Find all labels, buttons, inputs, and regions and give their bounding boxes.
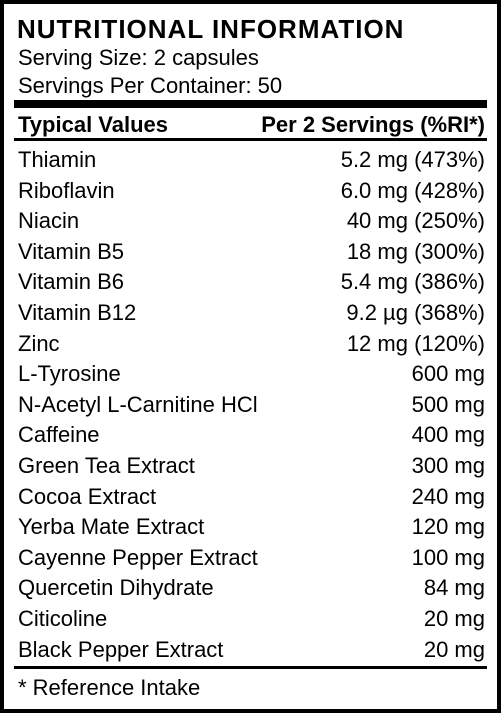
nutrient-amount: 120 mg: [411, 514, 485, 540]
divider: [14, 138, 487, 141]
nutrient-name: Cayenne Pepper Extract: [18, 544, 258, 570]
nutrient-amount: 5.4 mg (386%): [340, 269, 485, 295]
divider: [14, 666, 487, 669]
nutrient-amount: 12 mg (120%): [346, 330, 485, 356]
nutrient-amount: 9.2 µg (368%): [346, 300, 485, 325]
nutrient-amount: 6.0 mg (428%): [340, 177, 485, 203]
nutrient-name: Quercetin Dihydrate: [18, 575, 214, 601]
footnote: * Reference Intake: [18, 675, 201, 700]
nutrient-amount: 20 mg: [423, 606, 485, 631]
nutrient-name: Caffeine: [18, 422, 100, 448]
nutrient-name: Black Pepper Extract: [18, 636, 224, 662]
nutrient-name: Vitamin B12: [18, 300, 137, 325]
column-header: Typical Values: [18, 112, 169, 137]
servings-per-container: Servings Per Container: 50: [18, 73, 283, 98]
column-header: Per 2 Servings (%RI*): [261, 112, 485, 137]
nutrient-amount: 18 mg (300%): [346, 238, 485, 264]
serving-size: Serving Size: 2 capsules: [18, 45, 259, 70]
nutrient-amount: 400 mg: [411, 422, 485, 448]
nutrient-name: N-Acetyl L-Carnitine HCl: [18, 391, 258, 417]
nutrient-name: Green Tea Extract: [18, 453, 195, 478]
nutrient-name: L-Tyrosine: [18, 361, 121, 387]
nutrient-amount: 240 mg: [411, 483, 485, 509]
nutrient-name: Citicoline: [18, 606, 108, 631]
nutrient-amount: 300 mg: [411, 453, 485, 478]
divider: [14, 100, 487, 108]
nutrient-name: Vitamin B5: [18, 238, 124, 264]
nutrient-amount: 600 mg: [411, 361, 485, 387]
nutrient-amount: 500 mg: [411, 391, 485, 417]
nutrient-amount: 20 mg: [423, 636, 485, 662]
nutrient-name: Zinc: [18, 330, 60, 356]
nutrient-amount: 84 mg: [423, 575, 485, 601]
nutrient-name: Yerba Mate Extract: [18, 514, 205, 540]
nutrient-name: Thiamin: [18, 147, 97, 172]
nutrient-name: Vitamin B6: [18, 269, 124, 295]
nutrient-amount: 40 mg (250%): [346, 208, 485, 234]
nutrient-name: Cocoa Extract: [18, 483, 157, 509]
nutrient-name: Riboflavin: [18, 177, 115, 203]
nutrient-amount: 5.2 mg (473%): [340, 147, 485, 172]
nutrient-name: Niacin: [18, 208, 80, 234]
nutrient-amount: 100 mg: [411, 544, 485, 570]
title: NUTRITIONAL INFORMATION: [17, 14, 405, 44]
